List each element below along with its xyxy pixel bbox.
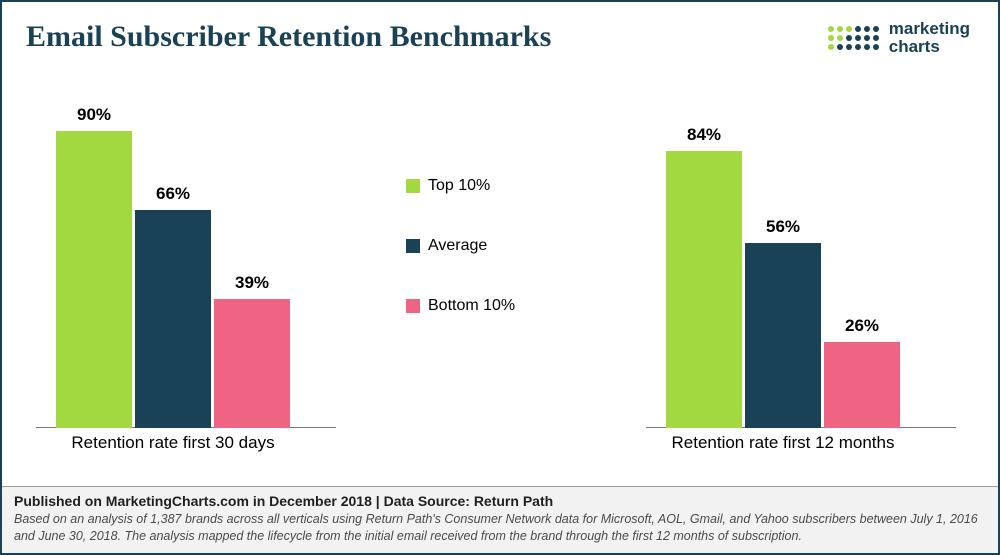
bar-value-label: 56% — [745, 217, 821, 237]
footer-source: Published on MarketingCharts.com in Dece… — [2, 487, 998, 511]
bars-row: 90%66%39% — [56, 131, 290, 428]
bar-group: 84%56%26%Retention rate first 12 months — [666, 151, 900, 458]
brand-dots-icon — [828, 26, 879, 50]
brand-line2: charts — [889, 38, 970, 56]
group-axis-label: Retention rate first 12 months — [671, 428, 894, 458]
footer-methodology: Based on an analysis of 1,387 brands acr… — [2, 511, 998, 553]
brand-text: marketing charts — [889, 20, 970, 56]
legend-label: Average — [428, 237, 487, 255]
legend: Top 10% Average Bottom 10% — [406, 177, 515, 315]
bar-value-label: 26% — [824, 316, 900, 336]
chart-frame: Email Subscriber Retention Benchmarks ma… — [0, 0, 1000, 555]
footer: Published on MarketingCharts.com in Dece… — [2, 486, 998, 553]
bar-value-label: 84% — [666, 125, 742, 145]
legend-swatch-icon — [406, 179, 420, 193]
bar-value-label: 90% — [56, 105, 132, 125]
bar: 66% — [135, 210, 211, 428]
brand-line1: marketing — [889, 20, 970, 38]
legend-swatch-icon — [406, 239, 420, 253]
bar: 39% — [214, 299, 290, 428]
group-axis-label: Retention rate first 30 days — [71, 428, 274, 458]
header: Email Subscriber Retention Benchmarks ma… — [2, 2, 998, 64]
chart-title: Email Subscriber Retention Benchmarks — [26, 20, 551, 54]
brand-logo: marketing charts — [828, 20, 970, 56]
chart-plot-area: 90%66%39%Retention rate first 30 days84%… — [26, 72, 974, 458]
bar-value-label: 39% — [214, 273, 290, 293]
legend-item: Average — [406, 237, 515, 255]
bar: 84% — [666, 151, 742, 428]
bar-group: 90%66%39%Retention rate first 30 days — [56, 131, 290, 458]
bar-value-label: 66% — [135, 184, 211, 204]
legend-label: Top 10% — [428, 177, 490, 195]
legend-item: Top 10% — [406, 177, 515, 195]
legend-item: Bottom 10% — [406, 297, 515, 315]
bar: 56% — [745, 243, 821, 428]
legend-swatch-icon — [406, 299, 420, 313]
bars-row: 84%56%26% — [666, 151, 900, 428]
bar: 26% — [824, 342, 900, 428]
legend-label: Bottom 10% — [428, 297, 515, 315]
bar: 90% — [56, 131, 132, 428]
